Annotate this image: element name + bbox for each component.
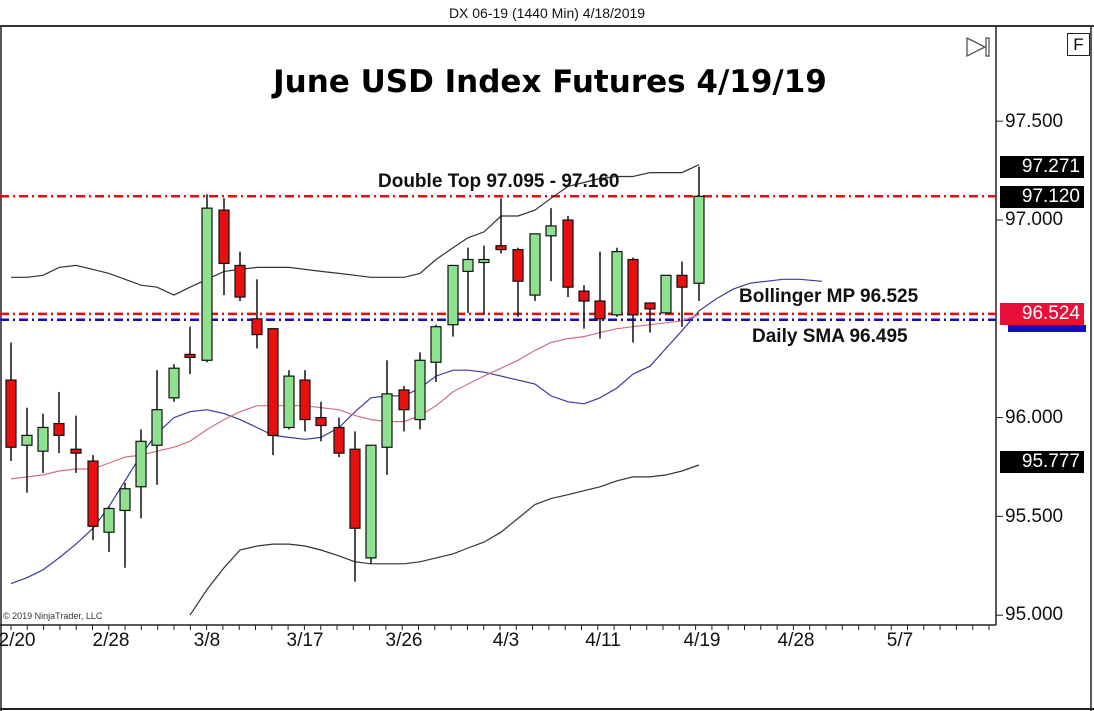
x-tick-label: 2/20 xyxy=(0,630,36,651)
x-axis-ticks xyxy=(10,625,990,630)
y-tick-label: 96.000 xyxy=(1005,407,1064,428)
y-tick-label: 95.000 xyxy=(1005,604,1064,625)
x-tick-label: 5/7 xyxy=(886,630,914,651)
x-tick-label: 3/8 xyxy=(193,630,221,651)
candlesticks xyxy=(5,166,705,582)
y-tick-label: 97.000 xyxy=(1005,209,1064,230)
daily-sma-annotation: Daily SMA 96.495 xyxy=(752,326,908,347)
price-tag-sma-blue xyxy=(1008,325,1086,332)
x-tick-label: 3/26 xyxy=(385,630,423,651)
scroll-to-end-icon[interactable] xyxy=(966,36,990,58)
price-tag-bollinger-upper: 97.271 xyxy=(1000,156,1084,178)
price-tag-bollinger-lower: 95.777 xyxy=(1000,451,1084,473)
x-tick-label: 4/11 xyxy=(585,630,621,651)
y-tick-label: 95.500 xyxy=(1005,506,1064,527)
copyright-text: © 2019 NinjaTrader, LLC xyxy=(3,611,103,621)
y-axis-ticks xyxy=(996,120,1003,616)
f-button[interactable]: F xyxy=(1067,33,1090,56)
x-tick-label: 4/28 xyxy=(777,630,815,651)
x-tick-label: 2/28 xyxy=(92,630,130,651)
x-tick-label: 3/17 xyxy=(286,630,324,651)
horizontal-level-lines xyxy=(0,195,996,322)
price-tag-last-price: 97.120 xyxy=(1000,186,1084,208)
window-title-bar: DX 06-19 (1440 Min) 4/18/2019 xyxy=(0,0,1094,27)
y-tick-label: 97.500 xyxy=(1005,111,1064,132)
bollinger-mp-annotation: Bollinger MP 96.525 xyxy=(739,286,919,307)
window-title: DX 06-19 (1440 Min) 4/18/2019 xyxy=(448,5,646,21)
chart-title: June USD Index Futures 4/19/19 xyxy=(273,64,827,100)
x-tick-label: 4/3 xyxy=(492,630,520,651)
price-tag-bollinger-mp: 96.524 xyxy=(1000,303,1084,325)
double-top-annotation: Double Top 97.095 - 97.160 xyxy=(378,171,620,192)
x-tick-label: 4/19 xyxy=(683,630,721,651)
